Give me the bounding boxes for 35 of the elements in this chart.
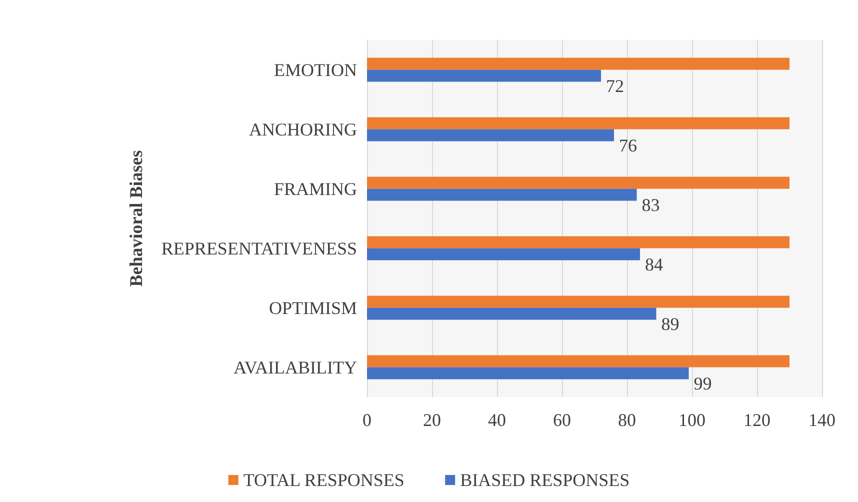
- bar: [367, 355, 790, 368]
- y-axis-title: Behavioral Biases: [126, 150, 146, 287]
- bar: [367, 117, 790, 130]
- x-tick-label: 100: [678, 410, 706, 430]
- y-tick-label: REPRESENTATIVENESS: [161, 238, 357, 258]
- bar: [367, 188, 637, 201]
- x-tick-label: 20: [423, 410, 441, 430]
- bar: [367, 70, 601, 82]
- legend-label: TOTAL RESPONSES: [243, 470, 404, 490]
- y-tick-label: EMOTION: [274, 60, 357, 80]
- x-tick-label: 80: [618, 410, 636, 430]
- y-tick-label: AVAILABILITY: [234, 357, 357, 378]
- bar: [367, 367, 689, 380]
- data-label: 99: [694, 373, 712, 394]
- x-tick-label: 40: [488, 410, 506, 430]
- bar: [367, 176, 790, 189]
- x-tick-label: 60: [553, 410, 571, 430]
- legend-label: BIASED RESPONSES: [460, 470, 630, 490]
- bar: [367, 58, 790, 70]
- y-tick-label: ANCHORING: [249, 119, 357, 140]
- data-label: 72: [606, 76, 624, 96]
- data-label: 76: [619, 135, 637, 156]
- data-label: 83: [642, 194, 660, 215]
- y-tick-label: OPTIMISM: [268, 298, 357, 318]
- data-label: 84: [645, 254, 663, 274]
- x-tick-label: 120: [744, 410, 770, 430]
- x-tick-label: 0: [362, 410, 372, 430]
- bar: [367, 296, 790, 308]
- bar: [367, 129, 614, 142]
- data-label: 89: [661, 314, 680, 334]
- x-tick-label: 140: [808, 410, 836, 430]
- y-tick-label: FRAMING: [274, 178, 357, 199]
- bar: [367, 308, 656, 320]
- bar: [367, 248, 640, 260]
- bar: [367, 236, 790, 248]
